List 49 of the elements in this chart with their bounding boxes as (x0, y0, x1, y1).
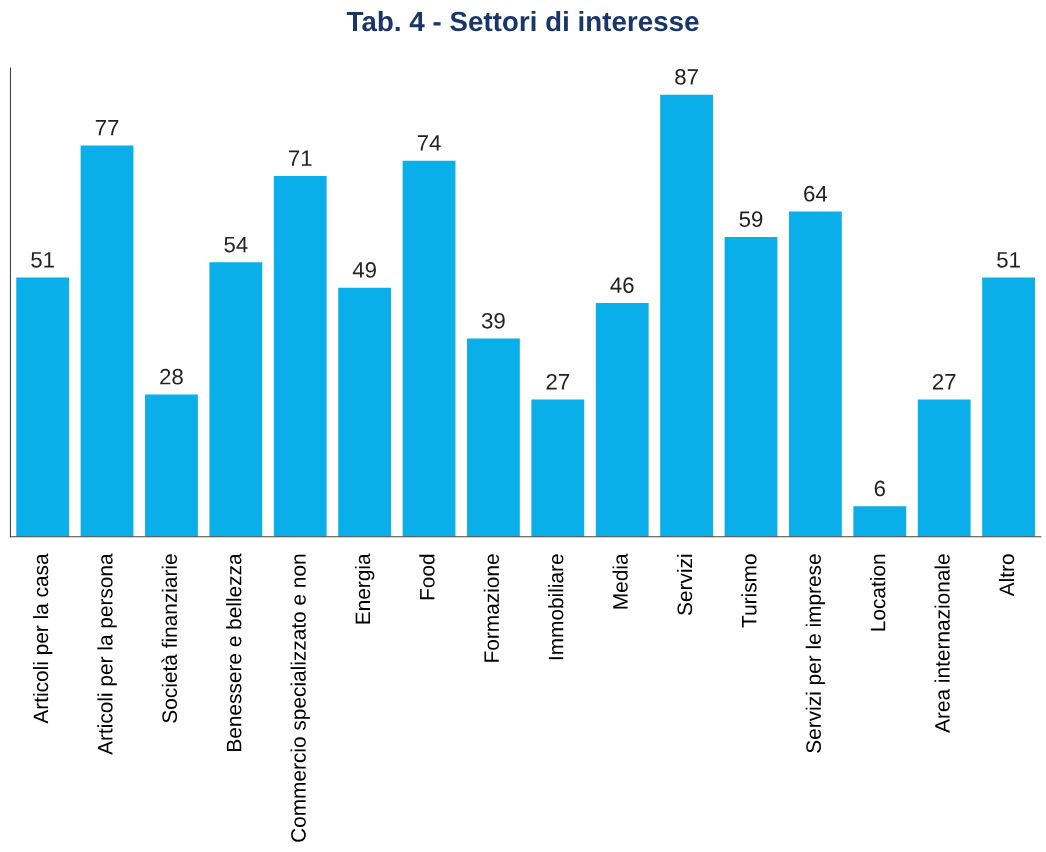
x-tick-label: Servizi per le imprese (805, 554, 826, 753)
bar (80, 145, 134, 537)
data-label: 49 (352, 262, 376, 278)
x-tick-label: Area internazionale (934, 554, 950, 733)
data-label: 71 (289, 150, 312, 166)
data-label: 64 (804, 185, 828, 202)
bar (660, 94, 713, 537)
bar (402, 160, 456, 537)
x-tick-label: Benessere e bellezza (226, 553, 242, 751)
x-tick-label: Servizi (676, 554, 693, 615)
bar (16, 277, 70, 537)
bar (467, 338, 520, 537)
bar (145, 394, 198, 537)
bar (788, 211, 842, 537)
x-tick-label: Media (612, 553, 628, 609)
x-tick-label: Turismo (741, 554, 757, 628)
bar (209, 262, 263, 537)
bar (531, 399, 585, 537)
x-tick-label: Food (419, 554, 435, 600)
data-label: 27 (546, 373, 570, 390)
data-label: 28 (160, 368, 183, 385)
bar (917, 399, 971, 537)
data-label: 74 (417, 135, 441, 151)
chart-title: Tab. 4 - Settori di interesse (346, 10, 699, 32)
x-tick-label: Società finanziarie (161, 554, 178, 723)
x-tick-label: Commercio specializzato e non (290, 554, 310, 842)
data-label: 6 (874, 480, 885, 497)
data-label: 39 (481, 312, 505, 329)
data-label: 87 (675, 69, 698, 85)
data-label: 27 (932, 373, 956, 390)
data-label: 51 (997, 252, 1020, 268)
data-label: 77 (95, 120, 119, 136)
bar (853, 506, 907, 537)
bar (982, 277, 1035, 537)
x-tick-label: Articoli per la casa (32, 553, 53, 724)
data-label: 51 (31, 252, 54, 268)
data-label: 54 (224, 236, 248, 253)
data-label: 59 (739, 211, 763, 228)
bar (595, 303, 649, 537)
x-tick-label: Location (870, 554, 886, 631)
bar (724, 236, 778, 537)
x-tick-label: Immobiliare (548, 554, 564, 660)
data-label: 46 (610, 277, 634, 294)
x-tick-label: Altro (998, 554, 1015, 597)
x-tick-label: Formazione (483, 554, 500, 662)
x-tick-label: Articoli per la persona (97, 553, 117, 755)
bar (273, 175, 327, 537)
bar (338, 287, 392, 537)
x-tick-label: Energia (354, 553, 375, 624)
